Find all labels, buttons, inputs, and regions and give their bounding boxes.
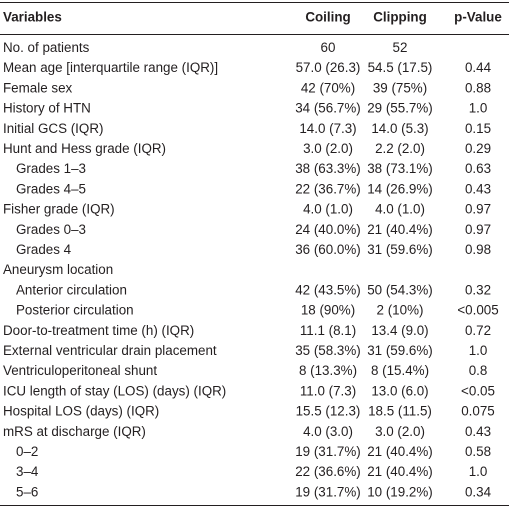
cell: 0.29 bbox=[465, 141, 491, 156]
cell: 18 (90%) bbox=[301, 303, 355, 318]
cell: 0.97 bbox=[465, 202, 491, 217]
cell: 22 (36.7%) bbox=[295, 181, 361, 196]
row-label: Anterior circulation bbox=[16, 282, 127, 297]
cell: 10 (19.2%) bbox=[367, 484, 433, 499]
cell: 60 bbox=[321, 40, 336, 55]
cell: 14 (26.9%) bbox=[367, 181, 433, 196]
cell: 3.0 (2.0) bbox=[375, 424, 425, 439]
cell: 54.5 (17.5) bbox=[368, 60, 433, 75]
row-label: Grades 4–5 bbox=[16, 181, 86, 196]
row-label: External ventricular drain placement bbox=[3, 343, 217, 358]
row-label: Hospital LOS (days) (IQR) bbox=[3, 404, 159, 419]
cell: 14.0 (5.3) bbox=[371, 121, 428, 136]
cell: 11.1 (8.1) bbox=[300, 323, 356, 338]
cell: 0.43 bbox=[465, 424, 491, 439]
cell: 4.0 (1.0) bbox=[303, 202, 353, 217]
cell: 39 (75%) bbox=[373, 80, 427, 95]
row-label: Ventriculoperitoneal shunt bbox=[3, 363, 157, 378]
row-label: Mean age [interquartile range (IQR)] bbox=[3, 60, 218, 75]
cell: 0.97 bbox=[465, 222, 491, 237]
row-label: Initial GCS (IQR) bbox=[3, 121, 103, 136]
cell: 19 (31.7%) bbox=[295, 444, 361, 459]
cell: 0.88 bbox=[465, 80, 491, 95]
cell: 1.0 bbox=[469, 101, 488, 116]
row-label: 3–4 bbox=[16, 464, 39, 479]
cell: 2 (10%) bbox=[377, 303, 424, 318]
cell: 3.0 (2.0) bbox=[303, 141, 353, 156]
cell: 14.0 (7.3) bbox=[299, 121, 356, 136]
header-cell: p-Value bbox=[454, 10, 502, 25]
cell: 0.63 bbox=[465, 161, 491, 176]
cell: 34 (56.7%) bbox=[295, 101, 361, 116]
cell: 1.0 bbox=[469, 343, 488, 358]
cell: 8 (13.3%) bbox=[299, 363, 357, 378]
cell: 21 (40.4%) bbox=[367, 222, 433, 237]
cell: 38 (73.1%) bbox=[367, 161, 433, 176]
cell: 13.0 (6.0) bbox=[371, 383, 428, 398]
row-label: Hunt and Hess grade (IQR) bbox=[3, 141, 166, 156]
row-label: Door-to-treatment time (h) (IQR) bbox=[3, 323, 194, 338]
row-label: ICU length of stay (LOS) (days) (IQR) bbox=[3, 383, 226, 398]
cell: 38 (63.3%) bbox=[295, 161, 361, 176]
cell: 0.8 bbox=[469, 363, 488, 378]
cell: 0.43 bbox=[465, 181, 491, 196]
cell: 2.2 (2.0) bbox=[375, 141, 425, 156]
cell: 0.58 bbox=[465, 444, 491, 459]
row-label: No. of patients bbox=[3, 40, 90, 55]
cell: 42 (70%) bbox=[301, 80, 355, 95]
row-label: Fisher grade (IQR) bbox=[3, 202, 115, 217]
header-cell: Clipping bbox=[373, 10, 427, 25]
row-label: Aneurysm location bbox=[3, 262, 113, 277]
cell: 13.4 (9.0) bbox=[371, 323, 428, 338]
cell: 11.0 (7.3) bbox=[300, 383, 356, 398]
cell: 1.0 bbox=[469, 464, 488, 479]
row-label: 5–6 bbox=[16, 484, 38, 499]
cell: 22 (36.6%) bbox=[295, 464, 361, 479]
row-label: mRS at discharge (IQR) bbox=[3, 424, 146, 439]
cell: 19 (31.7%) bbox=[295, 484, 361, 499]
cell: 21 (40.4%) bbox=[367, 444, 433, 459]
cell: 8 (15.4%) bbox=[371, 363, 429, 378]
row-label: Grades 1–3 bbox=[16, 161, 86, 176]
row-label: Grades 4 bbox=[16, 242, 72, 257]
cell: <0.05 bbox=[461, 383, 495, 398]
cell: 4.0 (1.0) bbox=[375, 202, 425, 217]
cell: 52 bbox=[393, 40, 408, 55]
cell: 21 (40.4%) bbox=[367, 464, 433, 479]
cell: 0.34 bbox=[465, 484, 492, 499]
cell: 0.72 bbox=[465, 323, 491, 338]
cell: 0.32 bbox=[465, 282, 491, 297]
cell: 36 (60.0%) bbox=[295, 242, 361, 257]
cell: 50 (54.3%) bbox=[367, 282, 433, 297]
cell: 31 (59.6%) bbox=[367, 242, 433, 257]
cell: 24 (40.0%) bbox=[295, 222, 361, 237]
cell: <0.005 bbox=[457, 303, 498, 318]
row-label: 0–2 bbox=[16, 444, 38, 459]
cell: 4.0 (3.0) bbox=[303, 424, 353, 439]
row-label: Female sex bbox=[3, 80, 73, 95]
row-label: History of HTN bbox=[3, 101, 91, 116]
cell: 18.5 (11.5) bbox=[368, 404, 432, 419]
cell: 15.5 (12.3) bbox=[296, 404, 361, 419]
header-cell: Coiling bbox=[305, 10, 350, 25]
row-label: Grades 0–3 bbox=[16, 222, 86, 237]
cell: 31 (59.6%) bbox=[367, 343, 433, 358]
cell: 42 (43.5%) bbox=[295, 282, 361, 297]
header-cell: Variables bbox=[3, 10, 62, 25]
cell: 29 (55.7%) bbox=[367, 101, 433, 116]
cell: 0.44 bbox=[465, 60, 492, 75]
cell: 57.0 (26.3) bbox=[296, 60, 361, 75]
cell: 35 (58.3%) bbox=[295, 343, 361, 358]
cell: 0.98 bbox=[465, 242, 491, 257]
cell: 0.15 bbox=[465, 121, 491, 136]
row-label: Posterior circulation bbox=[16, 303, 134, 318]
cell: 0.075 bbox=[461, 404, 495, 419]
